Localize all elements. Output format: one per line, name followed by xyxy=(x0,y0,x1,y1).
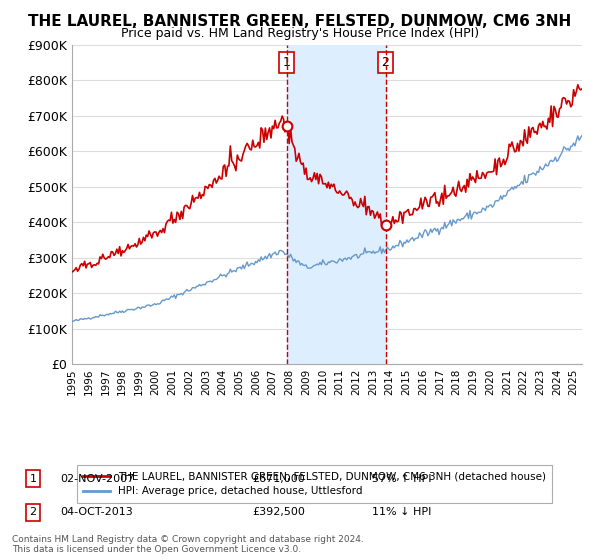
Text: Contains HM Land Registry data © Crown copyright and database right 2024.
This d: Contains HM Land Registry data © Crown c… xyxy=(12,535,364,554)
Text: 02-NOV-2007: 02-NOV-2007 xyxy=(60,474,134,484)
Text: 1: 1 xyxy=(283,56,290,69)
Text: 2: 2 xyxy=(29,507,37,517)
Text: £671,000: £671,000 xyxy=(252,474,305,484)
Text: Price paid vs. HM Land Registry's House Price Index (HPI): Price paid vs. HM Land Registry's House … xyxy=(121,27,479,40)
Text: 1: 1 xyxy=(29,474,37,484)
Text: 04-OCT-2013: 04-OCT-2013 xyxy=(60,507,133,517)
Text: £392,500: £392,500 xyxy=(252,507,305,517)
Text: THE LAUREL, BANNISTER GREEN, FELSTED, DUNMOW, CM6 3NH: THE LAUREL, BANNISTER GREEN, FELSTED, DU… xyxy=(28,14,572,29)
Text: 11% ↓ HPI: 11% ↓ HPI xyxy=(372,507,431,517)
Bar xyxy=(287,45,386,364)
Text: 57% ↑ HPI: 57% ↑ HPI xyxy=(372,474,431,484)
Legend: THE LAUREL, BANNISTER GREEN, FELSTED, DUNMOW, CM6 3NH (detached house), HPI: Ave: THE LAUREL, BANNISTER GREEN, FELSTED, DU… xyxy=(77,465,552,503)
Text: 2: 2 xyxy=(382,56,389,69)
